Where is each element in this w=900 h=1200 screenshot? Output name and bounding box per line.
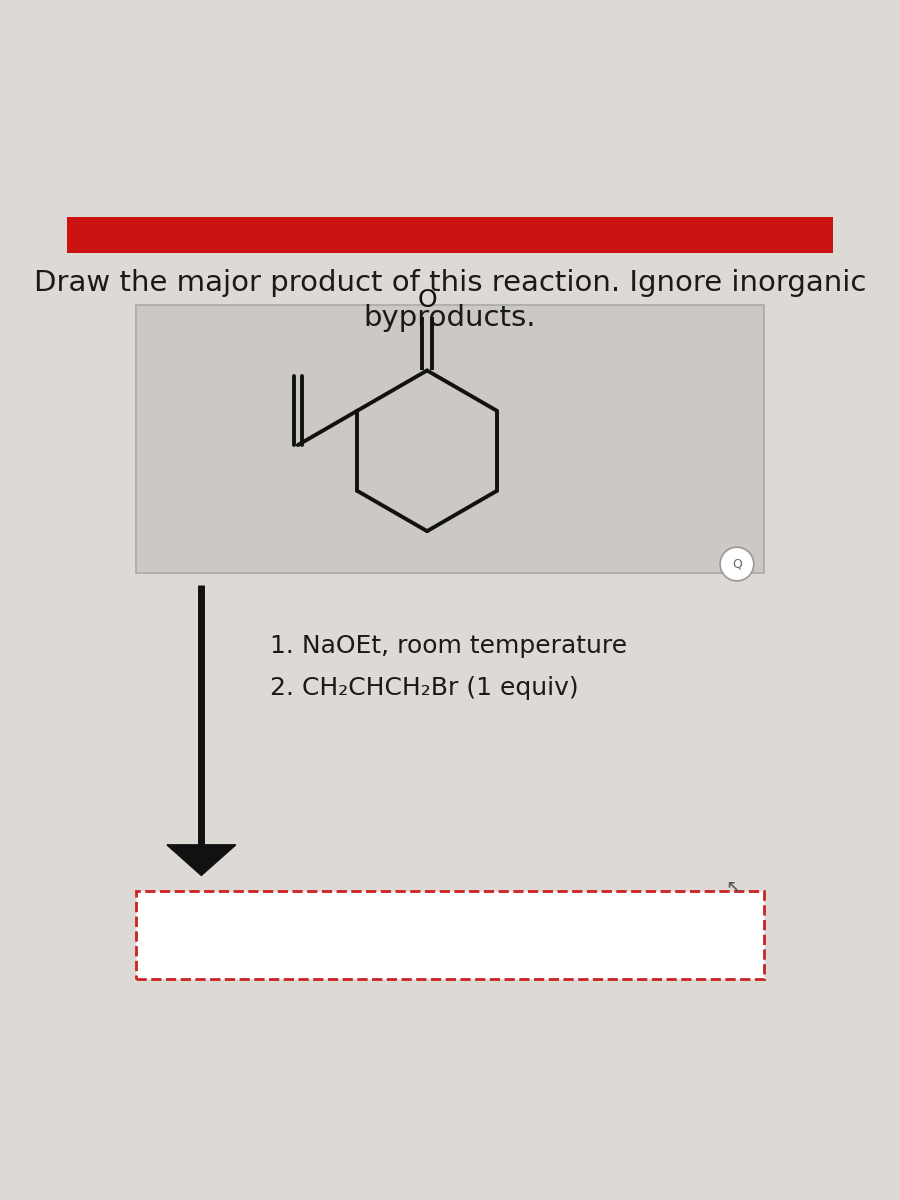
Polygon shape <box>166 845 236 876</box>
Circle shape <box>720 547 754 581</box>
Text: ↖: ↖ <box>724 877 742 896</box>
Text: O: O <box>418 288 436 312</box>
Bar <box>136 306 764 574</box>
Text: byproducts.: byproducts. <box>364 304 536 331</box>
Text: Q: Q <box>732 558 742 570</box>
Bar <box>136 890 764 979</box>
Text: 1. NaOEt, room temperature: 1. NaOEt, room temperature <box>270 634 627 658</box>
Bar <box>68 217 833 252</box>
Text: Draw the major product of this reaction. Ignore inorganic: Draw the major product of this reaction.… <box>34 269 866 298</box>
Text: 2. CH₂CHCH₂Br (1 equiv): 2. CH₂CHCH₂Br (1 equiv) <box>270 676 579 700</box>
